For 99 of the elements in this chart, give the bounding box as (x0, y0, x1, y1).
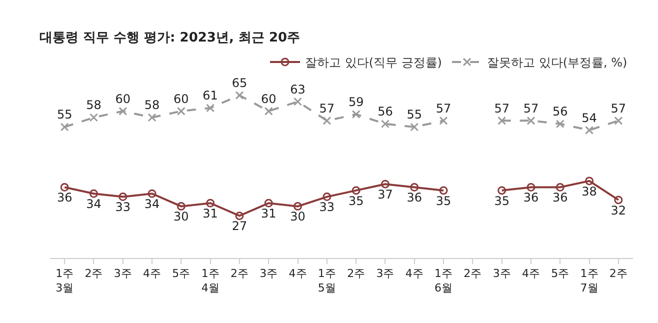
chart-title: 대통령 직무 수행 평가: 2023년, 최근 20주 (39, 30, 300, 46)
x-tick-label: 5주 (172, 267, 190, 280)
point (410, 122, 419, 132)
point (585, 176, 594, 186)
point (176, 106, 186, 116)
data-label: 59 (348, 94, 364, 109)
point (264, 106, 273, 116)
point (206, 104, 215, 112)
x-tick-label: 2주 (609, 267, 628, 280)
point (235, 91, 244, 100)
data-label: 58 (144, 98, 160, 112)
x-tick-label: 2주 (347, 267, 366, 280)
point (206, 198, 215, 208)
point (556, 120, 564, 128)
data-label: 35 (348, 194, 364, 208)
point (526, 116, 536, 125)
data-label: 63 (290, 82, 306, 96)
x-tick-label: 1주 4월 (201, 267, 220, 294)
x-tick-label: 4주 (143, 267, 162, 280)
data-label: 54 (582, 110, 597, 125)
point (380, 180, 390, 188)
point (176, 202, 186, 211)
x-tick-label: 1주 7월 (580, 267, 598, 294)
data-label: 30 (174, 210, 189, 224)
point (89, 113, 98, 122)
point (498, 186, 506, 195)
point (352, 186, 360, 195)
point (235, 212, 244, 220)
data-label: 57 (610, 101, 626, 116)
data-label: 57 (494, 101, 510, 116)
x-tick-label: 3주 (114, 267, 132, 280)
data-label: 35 (494, 194, 510, 208)
data-label: 33 (115, 200, 131, 214)
x-tick-label: 4주 (522, 267, 540, 280)
point (585, 126, 594, 134)
point (294, 202, 302, 211)
data-label: 38 (582, 184, 597, 198)
point (498, 116, 506, 125)
legend-label: 잘못하고 있다(부정률, %) (487, 56, 628, 70)
point (614, 196, 623, 204)
point (148, 189, 156, 198)
x-tick-label: 3주 (492, 267, 511, 280)
x-tick-label: 2주 (230, 267, 248, 280)
point (60, 183, 69, 192)
point (556, 183, 564, 192)
data-label: 31 (202, 206, 218, 221)
data-label: 27 (232, 219, 248, 234)
x-tick-label: 3주 (376, 267, 394, 280)
point (264, 198, 273, 208)
data-label: 55 (56, 108, 72, 122)
data-label: 32 (610, 203, 626, 218)
data-label: 36 (552, 190, 568, 205)
point (322, 116, 332, 125)
point (352, 110, 360, 119)
data-label: 34 (86, 196, 102, 211)
point (60, 122, 69, 132)
legend-label: 잘하고 있다(직무 긍정률) (305, 56, 442, 70)
point (410, 183, 419, 192)
x-tick-label: 4주 (288, 267, 307, 280)
x-tick-label: 5주 (551, 267, 570, 280)
data-label: 55 (406, 108, 422, 122)
x-tick-label: 1주 6월 (434, 267, 453, 294)
x-tick-label: 2주 (464, 267, 482, 280)
data-label: 57 (523, 101, 539, 116)
data-label: 31 (260, 206, 276, 221)
x-tick-label: 4주 (405, 267, 424, 280)
data-label: 56 (552, 104, 568, 118)
data-label: 57 (436, 101, 452, 116)
point (526, 183, 536, 192)
point (118, 106, 128, 116)
x-tick-label: 2주 (84, 267, 103, 280)
data-label: 57 (319, 101, 335, 116)
data-label: 34 (144, 196, 160, 211)
point (322, 192, 332, 202)
data-label: 30 (290, 210, 306, 224)
point (89, 189, 98, 198)
point (380, 120, 390, 128)
data-label: 60 (260, 92, 276, 106)
point (148, 113, 156, 122)
data-label: 36 (56, 190, 72, 205)
data-label: 33 (319, 200, 335, 214)
data-label: 58 (86, 98, 102, 112)
data-label: 36 (523, 190, 539, 205)
x-tick-label: 3주 (260, 267, 278, 280)
data-label: 61 (202, 88, 218, 103)
x-tick-label: 1주 5월 (318, 267, 336, 294)
point (614, 116, 623, 125)
data-label: 65 (232, 76, 248, 90)
data-label: 56 (378, 104, 393, 118)
point (118, 192, 128, 202)
data-label: 60 (174, 92, 189, 106)
data-label: 60 (115, 92, 131, 106)
x-tick-label: 1주 3월 (56, 267, 74, 294)
data-label: 35 (436, 194, 452, 208)
data-label: 37 (378, 187, 393, 202)
data-label: 36 (406, 190, 422, 205)
point (439, 116, 448, 125)
point (439, 186, 448, 195)
point (294, 97, 302, 106)
